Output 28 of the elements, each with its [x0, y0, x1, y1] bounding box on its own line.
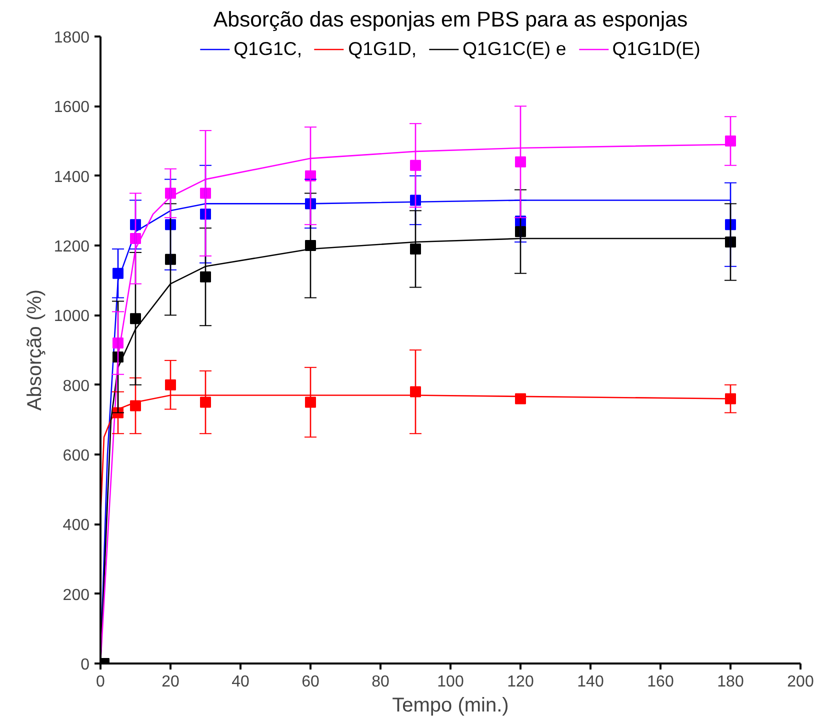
- y-tick-label: 400: [62, 517, 90, 534]
- y-tick-label: 0: [80, 656, 90, 674]
- chart-title: Absorção das esponjas em PBS para as esponjas: [213, 8, 688, 32]
- x-tick-label: 100: [437, 674, 464, 690]
- y-tick-label: 1800: [54, 30, 90, 46]
- x-tick-label: 140: [577, 674, 604, 690]
- legend-label: Q1G1C(E) e: [462, 38, 566, 60]
- x-tick-label: 160: [647, 674, 674, 690]
- x-axis-title: Tempo (min.): [392, 694, 509, 716]
- legend-label: Q1G1D,: [348, 38, 417, 60]
- y-tick-label: 1000: [54, 308, 90, 326]
- x-tick-label: 0: [96, 674, 106, 690]
- x-tick-label: 80: [372, 674, 390, 690]
- y-tick-label: 1600: [54, 99, 90, 116]
- y-axis-title: Absorção (%): [24, 289, 46, 411]
- legend-label: Q1G1C,: [234, 38, 302, 60]
- x-tick-label: 200: [787, 674, 814, 690]
- x-tick-label: 40: [232, 674, 250, 690]
- x-tick-label: 20: [162, 674, 180, 690]
- x-tick-label: 120: [507, 674, 534, 690]
- x-tick-label: 180: [717, 674, 744, 690]
- y-tick-label: 200: [62, 586, 90, 604]
- y-tick-label: 600: [62, 448, 90, 464]
- legend-label: Q1G1D(E): [612, 38, 700, 60]
- y-tick-label: 1200: [54, 238, 90, 256]
- y-tick-label: 1400: [54, 168, 90, 186]
- y-tick-label: 800: [62, 378, 90, 395]
- x-tick-label: 60: [302, 674, 320, 690]
